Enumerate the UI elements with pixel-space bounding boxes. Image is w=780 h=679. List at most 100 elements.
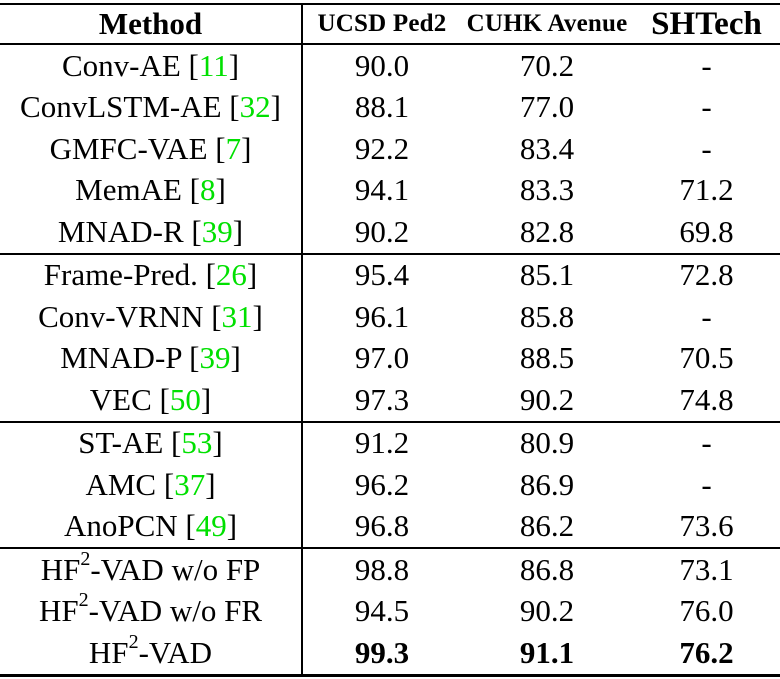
citation-number: 32 <box>239 89 271 125</box>
value-cell: 69.8 <box>679 213 734 249</box>
citation-number: 53 <box>181 425 213 461</box>
method-label: MNAD-R [ <box>57 213 202 249</box>
results-table: Method UCSD Ped2 CUHK Avenue SHTech Conv… <box>0 3 780 677</box>
table-row: VEC [50] 97.3 90.2 74.8 <box>0 379 780 421</box>
method-label: -VAD w/o FP <box>90 551 261 587</box>
value-cell: 99.3 <box>354 634 410 670</box>
value-cell: 82.8 <box>519 213 575 249</box>
value-cell: 71.2 <box>679 172 734 208</box>
value-cell: 76.2 <box>679 634 734 670</box>
method-cell: VEC [50] <box>0 379 303 421</box>
value-cell: - <box>701 425 712 461</box>
method-label: -VAD w/o FR <box>88 593 263 629</box>
value-cell: 88.5 <box>519 340 575 376</box>
table-group: ST-AE [53] 91.2 80.9- AMC [37] 96.2 86.9- AnoP… <box>0 420 780 547</box>
method-label: MNAD-P [ <box>60 340 200 376</box>
method-cell: GMFC-VAE [7] <box>0 128 303 170</box>
table-row: HF 2 -VAD 99.3 91.1 76.2 <box>0 632 780 674</box>
value-cell: 94.5 <box>354 593 410 629</box>
method-label: ] <box>200 381 212 417</box>
value-cell: 80.9 <box>519 425 575 461</box>
table-group: Conv-AE [11] 90.0 70.2 - ConvLSTM-AE [32] 88.… <box>0 45 780 253</box>
citation-number: 26 <box>215 257 247 293</box>
method-cell: AnoPCN [49] <box>0 505 303 547</box>
method-cell: HF 2 -VAD <box>0 632 303 674</box>
value-cell: 85.8 <box>519 298 575 334</box>
value-cell: 90.2 <box>519 593 575 629</box>
method-label: HF <box>88 634 129 670</box>
table-row: MNAD-R [39] 90.2 82.8 69.8 <box>0 211 780 253</box>
value-cell: 73.6 <box>679 508 734 544</box>
method-cell: HF 2 -VAD w/o FP <box>0 549 303 591</box>
value-cell: 86.2 <box>519 508 575 544</box>
method-cell: HF 2 -VAD w/o FR <box>0 590 303 632</box>
value-cell: 70.2 <box>519 47 575 83</box>
method-label: AnoPCN [ <box>63 508 196 544</box>
value-cell: 88.1 <box>354 89 410 125</box>
value-cell: 86.9 <box>519 466 575 502</box>
method-cell: ST-AE [53] <box>0 422 303 464</box>
value-cell: 74.8 <box>679 381 734 417</box>
column-header-cuhk-avenue: CUHK Avenue <box>466 10 628 37</box>
method-label: ] <box>232 213 244 249</box>
method-cell: Conv-VRNN [31] <box>0 296 303 338</box>
method-cell: Frame-Pred. [26] <box>0 254 303 296</box>
method-label: AMC [ <box>85 466 175 502</box>
citation-number: 11 <box>198 47 229 83</box>
method-label: HF <box>38 593 79 629</box>
citation-number: 37 <box>174 466 206 502</box>
citation-number: 49 <box>195 508 227 544</box>
citation-number: 50 <box>169 381 201 417</box>
value-cell: 97.0 <box>354 340 410 376</box>
method-label: ] <box>230 340 241 376</box>
value-cell: 97.3 <box>354 381 410 417</box>
value-cell: 92.2 <box>354 130 410 166</box>
method-label: VEC [ <box>89 381 170 417</box>
value-cell: 98.8 <box>354 551 410 587</box>
table-row: HF 2 -VAD w/o FR 94.5 90.2 76.0 <box>0 590 780 632</box>
value-cell: 90.2 <box>354 213 410 249</box>
method-label: Conv-VRNN [ <box>38 298 222 334</box>
method-cell: MNAD-R [39] <box>0 211 303 253</box>
citation-number: 39 <box>199 340 231 376</box>
method-label: -VAD <box>138 634 213 670</box>
value-cell: 72.8 <box>679 257 734 293</box>
method-label: GMFC-VAE [ <box>49 130 226 166</box>
method-label: ] <box>270 89 281 125</box>
value-cell: - <box>701 130 712 166</box>
table-row: AnoPCN [49] 96.8 86.2 73.6 <box>0 505 780 547</box>
value-cell: 96.2 <box>354 466 410 502</box>
table-row: MNAD-P [39] 97.0 88.5 70.5 <box>0 337 780 379</box>
table-row: Conv-AE [11] 90.0 70.2 - <box>0 45 780 87</box>
method-label: ] <box>205 466 216 502</box>
value-cell: 83.3 <box>519 172 575 208</box>
table-row: AMC [37] 96.2 86.9 - <box>0 464 780 506</box>
table-body: Conv-AE [11] 90.0 70.2 - ConvLSTM-AE [32] 88.… <box>0 45 780 674</box>
table-row: ST-AE [53] 91.2 80.9 - <box>0 422 780 464</box>
method-label: HF <box>40 551 81 587</box>
value-cell: 85.1 <box>519 257 575 293</box>
method-column-header: Method <box>0 5 303 43</box>
table-row: MemAE [8] 94.1 83.3 71.2 <box>0 169 780 211</box>
value-cell: 73.1 <box>679 551 734 587</box>
table-row: Frame-Pred. [26] 95.4 85.1 72.8 <box>0 254 780 296</box>
value-cell: 83.4 <box>519 130 575 166</box>
table-row: GMFC-VAE [7] 92.2 83.4 - <box>0 128 780 170</box>
value-cell: 90.2 <box>519 381 575 417</box>
table-group: Frame-Pred. [26] 95.4 85.1 72.8 Conv-VRNN [3… <box>0 252 780 421</box>
value-cell: - <box>701 47 712 83</box>
table-row: ConvLSTM-AE [32] 88.1 77.0 - <box>0 86 780 128</box>
method-cell: Conv-AE [11] <box>0 45 303 87</box>
column-header-ucsd-ped2: UCSD Ped2 <box>317 10 447 37</box>
method-label: MemAE [ <box>75 172 200 208</box>
method-label: Conv-AE [ <box>61 47 199 83</box>
value-cell: 86.8 <box>519 551 575 587</box>
value-cell: 96.8 <box>354 508 410 544</box>
method-label: ] <box>215 172 226 208</box>
method-label: ] <box>252 298 263 334</box>
table-row: Conv-VRNN [31] 96.1 85.8 - <box>0 296 780 338</box>
method-cell: ConvLSTM-AE [32] <box>0 86 303 128</box>
value-cell: 91.1 <box>519 634 575 670</box>
method-label: ] <box>246 257 258 293</box>
table-group: HF 2 -VAD w/o FP 98.8 86.8 73.1 HF 2 -VAD w/o FR… <box>0 547 780 674</box>
